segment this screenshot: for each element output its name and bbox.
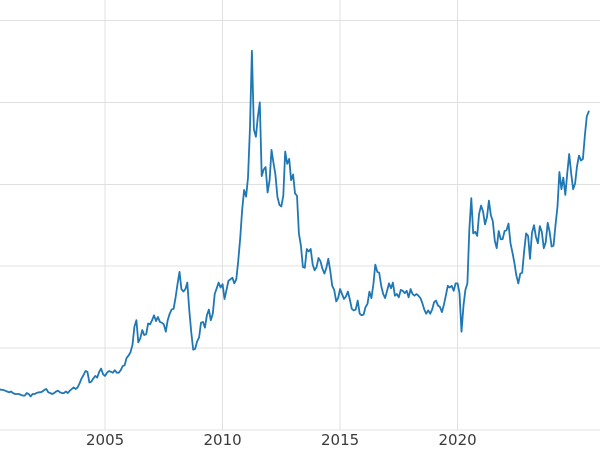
- price-series-line: [0, 49, 590, 398]
- x-tick-label-2020: 2020: [439, 431, 477, 449]
- x-axis-tick-labels: 2005 2010 2015 2020: [86, 431, 477, 449]
- gridlines: [0, 0, 600, 431]
- x-tick-label-2015: 2015: [321, 431, 359, 449]
- x-tick-label-2005: 2005: [86, 431, 124, 449]
- x-tick-label-2010: 2010: [204, 431, 242, 449]
